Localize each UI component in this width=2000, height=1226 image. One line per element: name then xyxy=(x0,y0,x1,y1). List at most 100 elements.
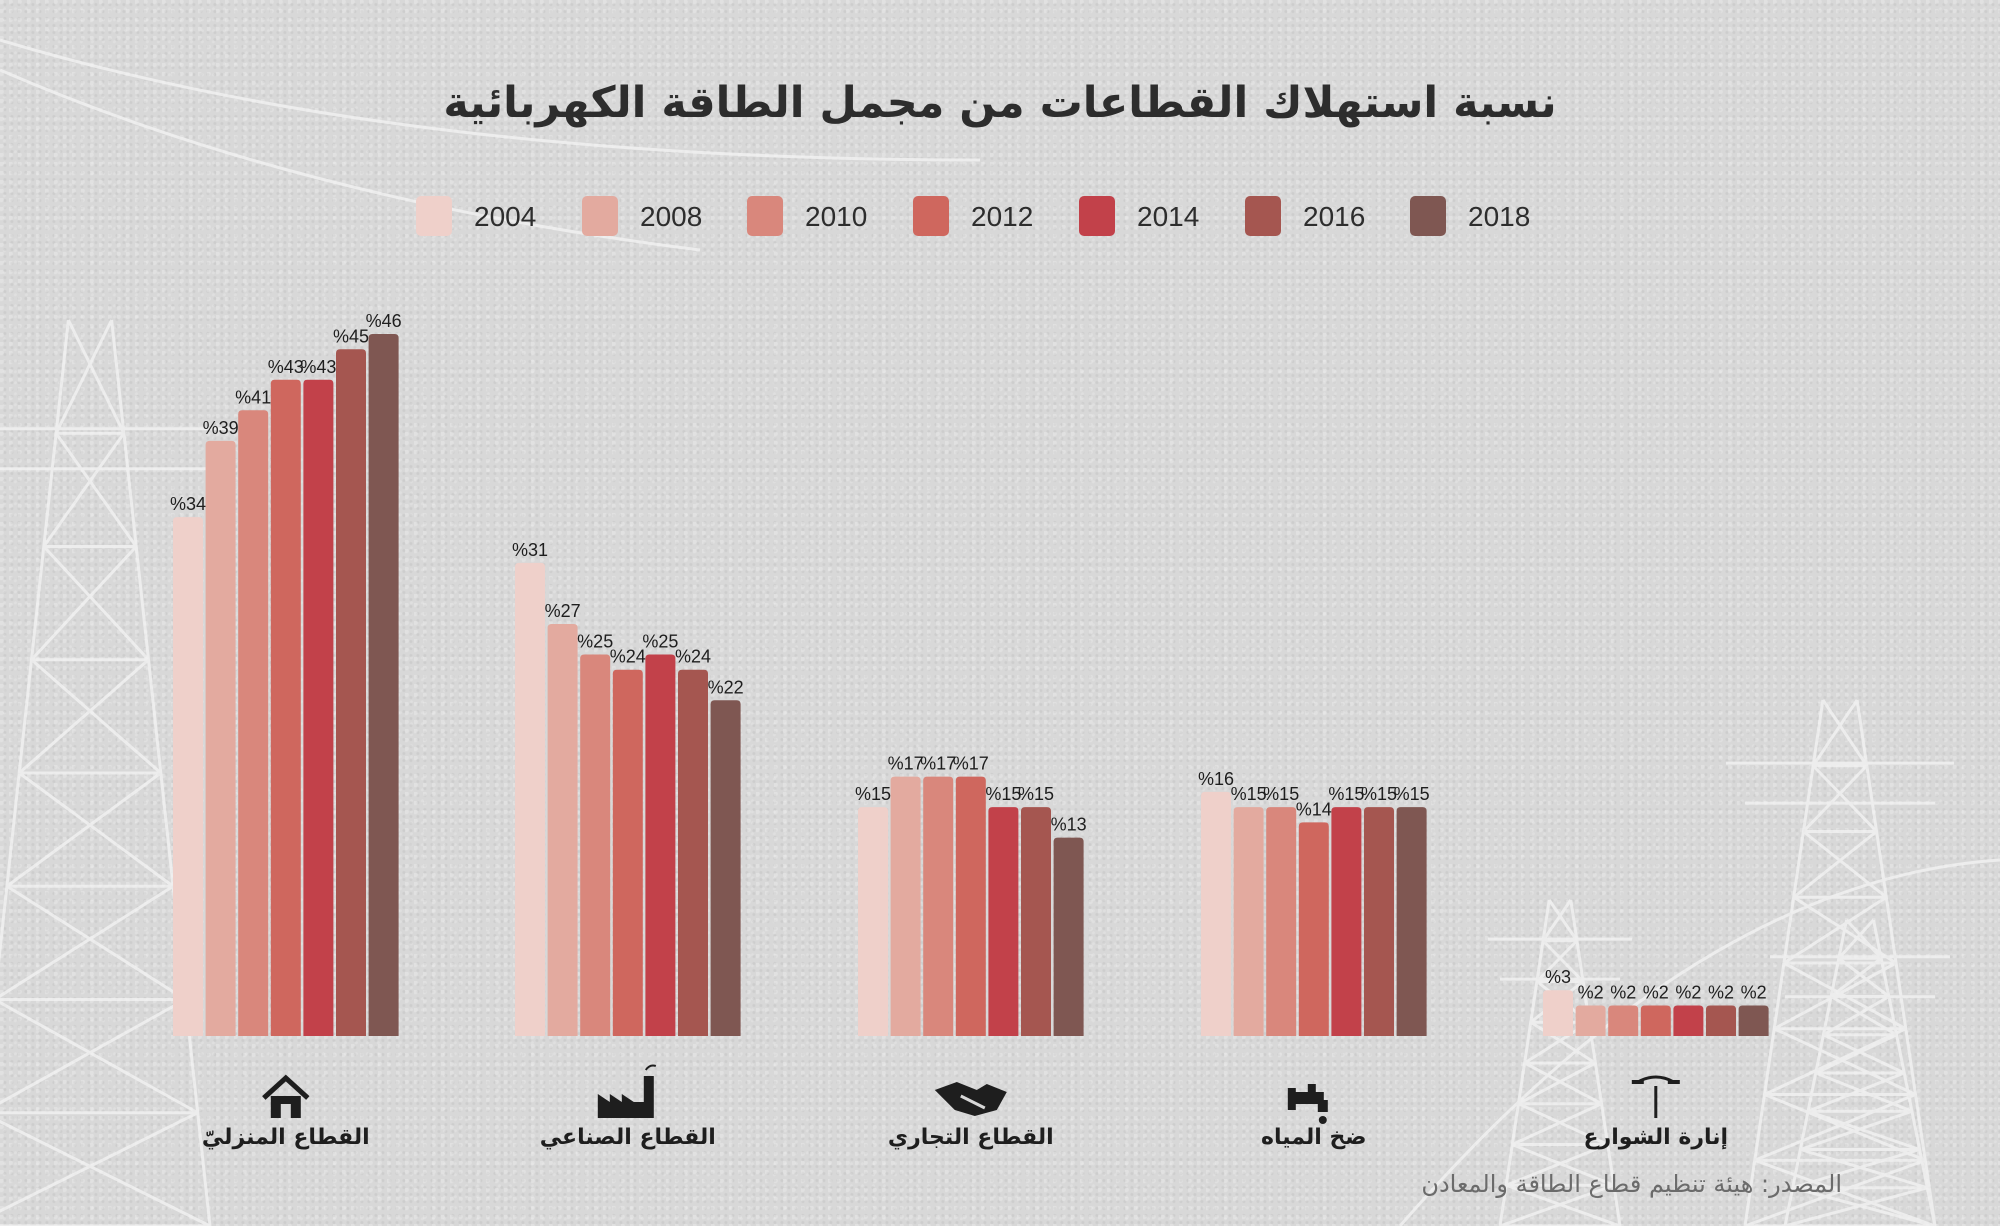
faucet-icon xyxy=(1287,1084,1328,1124)
bar xyxy=(710,700,741,1036)
factory-icon xyxy=(597,1064,657,1118)
bar xyxy=(890,776,921,1036)
category-label: إنارة الشوارع xyxy=(1584,1125,1729,1150)
bar-value-label: %15 xyxy=(1394,784,1430,804)
bar xyxy=(580,654,611,1036)
bar xyxy=(303,379,334,1037)
category-label: القطاع المنزليّ xyxy=(202,1125,370,1150)
bar-value-label: %31 xyxy=(512,540,548,560)
bar xyxy=(1266,807,1297,1036)
legend-label: 2004 xyxy=(474,201,536,232)
bar-value-label: %39 xyxy=(203,418,239,438)
category-label: ضخ المياه xyxy=(1261,1125,1367,1150)
bar-group-4: %3 %2 %2 %2 %2 %2 %2 xyxy=(1543,967,1769,1036)
chart-title: نسبة استهلاك القطاعات من مجمل الطاقة الك… xyxy=(443,78,1557,128)
pylon-icon xyxy=(1770,918,1950,1226)
bar-value-label: %16 xyxy=(1198,769,1234,789)
bar-value-label: %43 xyxy=(268,357,304,377)
bar xyxy=(1396,807,1427,1036)
legend-label: 2008 xyxy=(640,201,702,232)
legend-item-2008: 2008 xyxy=(582,196,702,236)
bar-value-label: %15 xyxy=(1361,784,1397,804)
bar xyxy=(368,334,399,1036)
bar-value-label: %15 xyxy=(1018,784,1054,804)
bar xyxy=(270,379,301,1037)
bar xyxy=(678,669,708,1036)
bar xyxy=(1738,1005,1769,1036)
bar-value-label: %13 xyxy=(1051,815,1087,835)
bar-value-label: %15 xyxy=(1328,784,1364,804)
legend-swatch xyxy=(1245,196,1281,236)
bar-value-label: %2 xyxy=(1708,982,1734,1002)
legend-label: 2010 xyxy=(805,201,867,232)
legend-swatch xyxy=(416,196,452,236)
bar-value-label: %17 xyxy=(953,754,989,774)
bar xyxy=(336,349,366,1036)
handshake-icon xyxy=(934,1082,1007,1116)
bar xyxy=(1053,837,1084,1036)
bar xyxy=(923,776,954,1036)
legend-item-2004: 2004 xyxy=(416,196,536,236)
bar xyxy=(515,562,545,1036)
pylon-background xyxy=(0,38,2000,1226)
bar-value-label: %17 xyxy=(920,754,956,774)
bar xyxy=(1543,990,1573,1036)
bar xyxy=(205,440,236,1037)
legend-label: 2012 xyxy=(971,201,1033,232)
bar xyxy=(1331,807,1362,1036)
bar xyxy=(1364,807,1394,1036)
bar-value-label: %15 xyxy=(855,784,891,804)
bar-value-label: %43 xyxy=(300,357,336,377)
legend-label: 2018 xyxy=(1468,201,1530,232)
bar xyxy=(1021,807,1051,1036)
legend-item-2016: 2016 xyxy=(1245,196,1365,236)
bar-value-label: %15 xyxy=(1231,784,1267,804)
legend-swatch xyxy=(1079,196,1115,236)
bar-value-label: %2 xyxy=(1643,982,1669,1002)
bar-value-label: %41 xyxy=(235,387,271,407)
bar-value-label: %2 xyxy=(1741,982,1767,1002)
legend-swatch xyxy=(582,196,618,236)
legend: 2004 2008 2010 2012 2014 2016 2018 xyxy=(416,196,1530,236)
street-lamp-icon xyxy=(1631,1075,1680,1118)
legend-label: 2014 xyxy=(1137,201,1199,232)
pylon-icon xyxy=(1488,899,1632,1226)
legend-label: 2016 xyxy=(1303,201,1365,232)
bar-value-label: %15 xyxy=(985,784,1021,804)
bar-value-label: %27 xyxy=(545,601,581,621)
bar-value-label: %25 xyxy=(642,631,678,651)
source-note: المصدر: هيئة تنظيم قطاع الطاقة والمعادن xyxy=(1421,1170,1842,1198)
bar-value-label: %15 xyxy=(1263,784,1299,804)
bar xyxy=(1608,1005,1639,1036)
bar xyxy=(1201,791,1231,1036)
bar-value-label: %3 xyxy=(1545,967,1571,987)
bar-value-label: %14 xyxy=(1296,799,1332,819)
bar xyxy=(1673,1005,1704,1036)
bar xyxy=(1298,822,1329,1036)
bar xyxy=(858,807,888,1036)
bar xyxy=(173,517,203,1036)
bar-group-2: %15%17%17%17%15%15%13 xyxy=(855,754,1087,1036)
bar-value-label: %24 xyxy=(675,647,711,667)
bar-value-label: %22 xyxy=(708,677,744,697)
power-line xyxy=(0,38,981,162)
legend-item-2012: 2012 xyxy=(913,196,1033,236)
house-icon xyxy=(262,1074,310,1118)
bar xyxy=(547,623,578,1036)
bar-value-label: %2 xyxy=(1675,982,1701,1002)
bar-group-1: %31%27%25%24%25%24%22 xyxy=(512,540,744,1036)
bar xyxy=(1640,1005,1671,1036)
bar xyxy=(645,654,676,1036)
bar xyxy=(988,807,1019,1036)
bar-value-label: %24 xyxy=(610,647,646,667)
bar xyxy=(238,410,269,1037)
pylon-icon xyxy=(0,319,234,1226)
power-line xyxy=(1398,858,2000,1226)
bar xyxy=(612,669,643,1036)
legend-item-2010: 2010 xyxy=(747,196,867,236)
bar-value-label: %2 xyxy=(1578,982,1604,1002)
bar-value-label: %2 xyxy=(1610,982,1636,1002)
legend-swatch xyxy=(913,196,949,236)
legend-swatch xyxy=(1410,196,1446,236)
